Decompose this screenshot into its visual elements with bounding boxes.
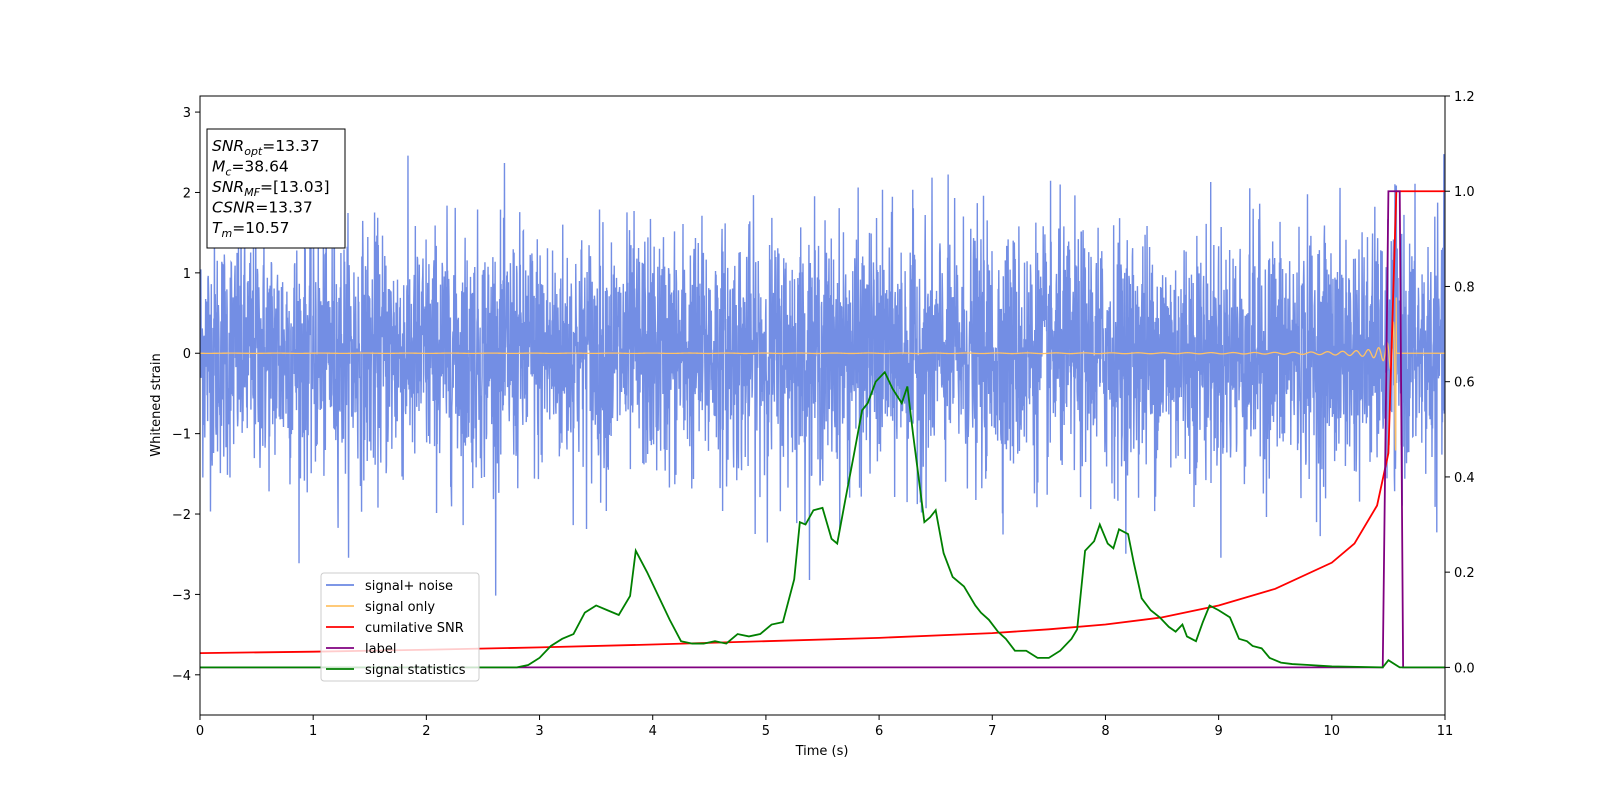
series-cumulative-snr-line	[200, 190, 1445, 654]
left-y-tick-label: −2	[172, 508, 191, 523]
series-signal-noise-line	[200, 154, 1445, 596]
info-box-row: Tm=10.57	[212, 219, 290, 240]
x-tick-label: 3	[535, 724, 543, 739]
axes-frame	[199, 95, 1446, 716]
info-box-row: CSNR=13.37	[212, 199, 313, 217]
right-y-tick-label: 0.6	[1454, 376, 1475, 391]
info-box-row: SNRMF=[13.03]	[212, 178, 330, 199]
x-tick-label: 4	[649, 724, 657, 739]
x-tick-label: 11	[1437, 724, 1454, 739]
left-y-tick-label: 0	[183, 347, 191, 362]
x-tick-label: 5	[762, 724, 770, 739]
info-box-row: Mc=38.64	[212, 158, 289, 179]
legend-entry-label: signal only	[365, 600, 435, 615]
series-signal-only-line	[200, 297, 1445, 451]
legend-entry-label: signal+ noise	[365, 579, 453, 594]
right-y-tick-label: 0.2	[1454, 566, 1475, 581]
right-y-tick-label: 0.4	[1454, 471, 1475, 486]
legend-entry-label: signal statistics	[365, 663, 466, 678]
legend-frame	[320, 572, 480, 682]
x-tick-label: 7	[988, 724, 996, 739]
right-y-axis-ticks: 0.0 0.2 0.4 0.6 0.8 1.0 1.2	[1445, 90, 1475, 676]
legend: signal+ noise signal only cumilative SNR la…	[320, 572, 480, 682]
right-y-tick-label: 1.2	[1454, 90, 1475, 105]
legend-entry-label: label	[365, 642, 396, 657]
plot-area	[200, 154, 1445, 669]
y-axis-label: Whitened strain	[149, 353, 164, 456]
legend-entry-label: cumilative SNR	[365, 621, 464, 636]
left-y-tick-label: 3	[183, 106, 191, 121]
info-box-frame	[206, 128, 346, 249]
info-box-row: SNRopt=13.37	[212, 137, 320, 158]
x-tick-label: 1	[309, 724, 317, 739]
left-y-axis-ticks: −4 −3 −2 −1 0 1 2 3	[172, 106, 200, 684]
series-signal-statistics-line	[200, 370, 1445, 669]
info-box: SNRopt=13.37Mc=38.64SNRMF=[13.03]CSNR=13…	[206, 128, 346, 249]
x-tick-label: 2	[422, 724, 430, 739]
x-tick-label: 6	[875, 724, 883, 739]
x-axis-label: Time (s)	[795, 744, 849, 759]
left-y-tick-label: 1	[183, 267, 191, 282]
left-y-tick-label: −1	[172, 428, 191, 443]
x-axis-ticks: 0 1 2 3 4 5 6 7 8 9 10 11	[196, 715, 1453, 739]
left-y-tick-label: −3	[172, 588, 191, 603]
x-tick-label: 8	[1101, 724, 1109, 739]
right-y-tick-label: 1.0	[1454, 185, 1475, 200]
left-y-tick-label: −4	[172, 669, 191, 684]
x-tick-label: 10	[1324, 724, 1341, 739]
x-tick-label: 0	[196, 724, 204, 739]
left-y-tick-label: 2	[183, 186, 191, 201]
right-y-tick-label: 0.8	[1454, 280, 1475, 295]
x-tick-label: 9	[1214, 724, 1222, 739]
right-y-tick-label: 0.0	[1454, 661, 1475, 676]
